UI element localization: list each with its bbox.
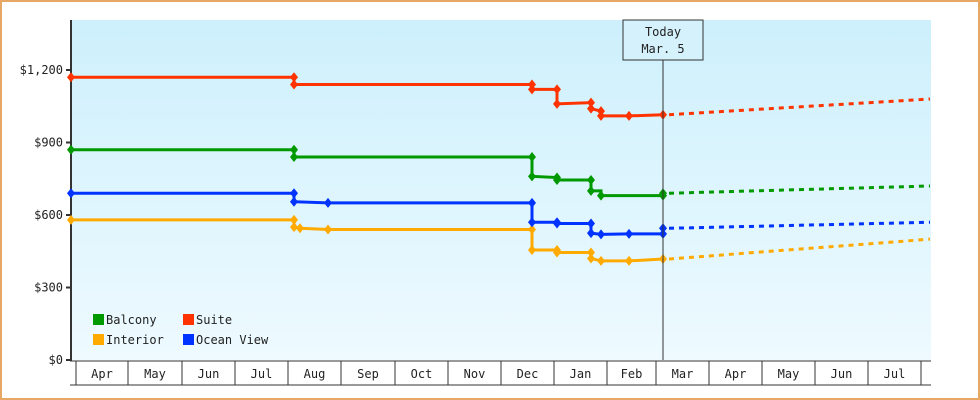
- series-ocean-view: [67, 188, 931, 240]
- x-tick-label: Sep: [357, 367, 379, 381]
- x-tick-label: Jun: [198, 367, 220, 381]
- legend: Balcony Suite Interior Ocean View: [93, 313, 269, 347]
- x-tick-label: Feb: [621, 367, 643, 381]
- legend-label: Interior: [106, 333, 164, 347]
- legend-item: Balcony: [93, 313, 157, 327]
- legend-label: Balcony: [106, 313, 157, 327]
- x-tick-label: May: [778, 367, 800, 381]
- today-label: Today: [645, 25, 681, 39]
- x-tick-label: Jul: [251, 367, 273, 381]
- series-lines: [67, 72, 931, 266]
- y-tick-label: $1,200: [20, 63, 63, 77]
- y-axis: $0 $300 $600 $900 $1,200: [20, 20, 72, 367]
- x-tick-label: Apr: [725, 367, 747, 381]
- x-tick-label: Dec: [517, 367, 539, 381]
- today-date: Mar. 5: [641, 42, 684, 56]
- y-tick-label: $0: [49, 353, 63, 367]
- x-tick-label: Mar: [672, 367, 694, 381]
- x-tick-label: Apr: [91, 367, 113, 381]
- series-interior: [67, 214, 931, 266]
- y-tick-label: $900: [34, 136, 63, 150]
- series-suite: [67, 72, 931, 121]
- legend-item: Ocean View: [183, 333, 269, 347]
- x-tick-label: Jan: [570, 367, 592, 381]
- x-tick-label: Nov: [464, 367, 486, 381]
- series-balcony: [67, 144, 931, 201]
- today-callout: [622, 19, 704, 61]
- legend-item: Suite: [183, 313, 232, 327]
- y-tick-label: $300: [34, 281, 63, 295]
- x-axis: Apr May Jun Jul Aug Sep Oct Nov Dec Jan Feb Mar Apr M…: [70, 360, 931, 386]
- x-tick-label: Jun: [831, 367, 853, 381]
- legend-label: Ocean View: [196, 333, 269, 347]
- today-marker: Today Mar. 5: [622, 19, 704, 360]
- x-tick-label: Aug: [304, 367, 326, 381]
- legend-item: Interior: [93, 333, 164, 347]
- x-tick-label: Jul: [884, 367, 906, 381]
- y-tick-label: $600: [34, 208, 63, 222]
- legend-label: Suite: [196, 313, 232, 327]
- x-tick-label: May: [144, 367, 166, 381]
- x-tick-label: Oct: [411, 367, 433, 381]
